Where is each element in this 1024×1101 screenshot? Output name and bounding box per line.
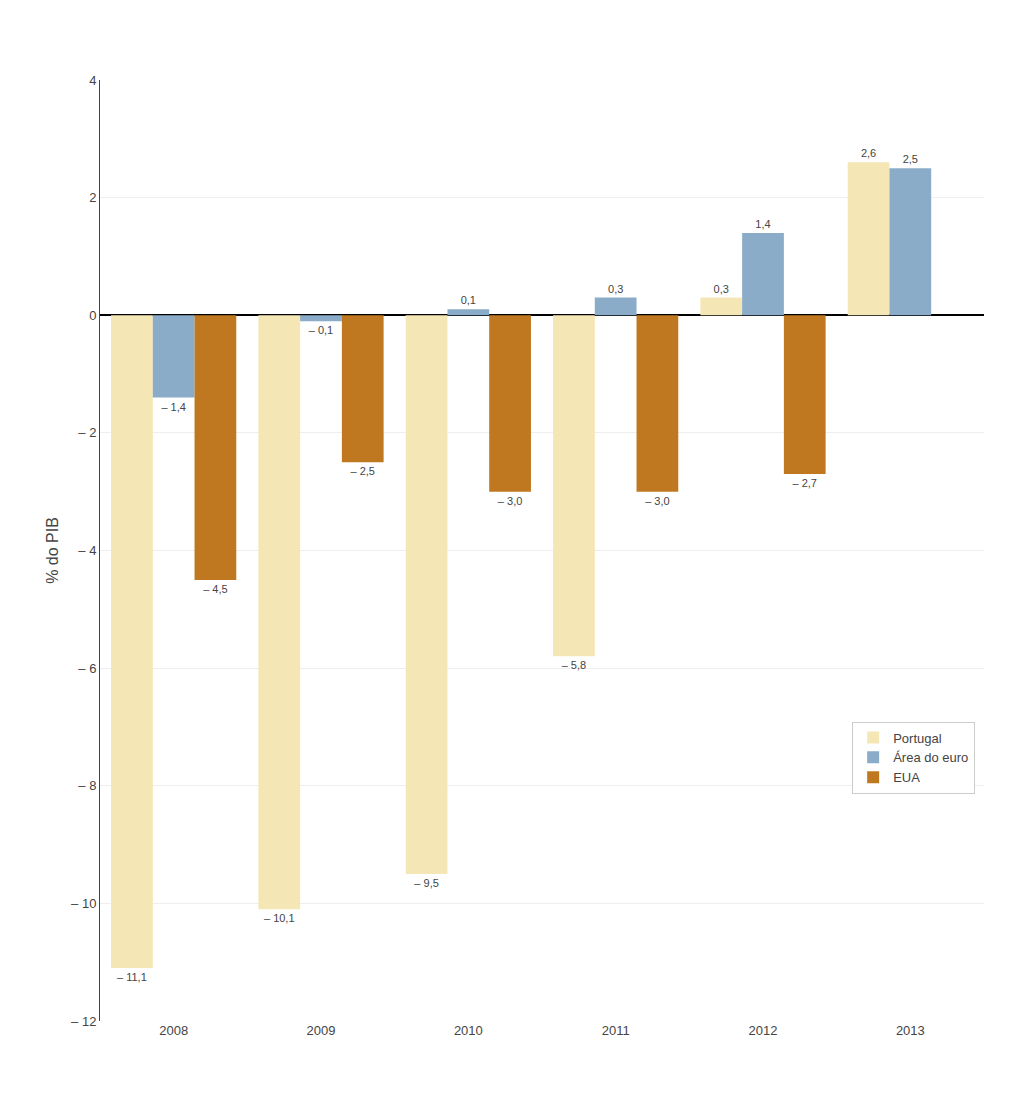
svg-text:– 3,0: – 3,0 xyxy=(498,495,522,507)
svg-text:– 4: – 4 xyxy=(78,543,96,558)
svg-text:– 12: – 12 xyxy=(71,1014,96,1029)
svg-text:1,4: 1,4 xyxy=(755,218,770,230)
svg-text:– 2,7: – 2,7 xyxy=(793,477,817,489)
svg-text:4: 4 xyxy=(89,73,96,88)
svg-text:– 2,5: – 2,5 xyxy=(351,465,375,477)
svg-text:Área do euro: Área do euro xyxy=(893,750,968,765)
svg-text:2011: 2011 xyxy=(602,1023,630,1038)
svg-text:– 9,5: – 9,5 xyxy=(414,877,438,889)
svg-text:– 11,1: – 11,1 xyxy=(117,971,147,983)
svg-text:2013: 2013 xyxy=(896,1023,925,1038)
svg-text:– 8: – 8 xyxy=(78,778,96,793)
svg-text:– 10: – 10 xyxy=(71,896,96,911)
svg-text:0: 0 xyxy=(89,308,96,323)
svg-text:– 3,0: – 3,0 xyxy=(645,495,669,507)
svg-text:– 4,5: – 4,5 xyxy=(203,583,227,595)
svg-text:2010: 2010 xyxy=(454,1023,483,1038)
svg-text:– 10,1: – 10,1 xyxy=(264,912,295,924)
svg-text:2: 2 xyxy=(89,190,96,205)
svg-text:0,3: 0,3 xyxy=(714,283,729,295)
svg-text:2,6: 2,6 xyxy=(861,147,876,159)
svg-text:– 2: – 2 xyxy=(78,425,96,440)
svg-text:2008: 2008 xyxy=(159,1023,188,1038)
svg-text:0,3: 0,3 xyxy=(608,283,623,295)
svg-text:0,1: 0,1 xyxy=(461,294,476,306)
svg-text:2,5: 2,5 xyxy=(903,153,918,165)
svg-text:– 5,8: – 5,8 xyxy=(562,659,586,671)
svg-text:– 6: – 6 xyxy=(78,661,96,676)
svg-text:Portugal: Portugal xyxy=(893,731,942,746)
svg-text:– 1,4: – 1,4 xyxy=(161,401,185,413)
svg-text:EUA: EUA xyxy=(893,770,920,785)
svg-text:2009: 2009 xyxy=(307,1023,336,1038)
svg-text:– 0,1: – 0,1 xyxy=(309,324,333,336)
svg-text:% do PIB: % do PIB xyxy=(44,517,61,584)
svg-text:2012: 2012 xyxy=(749,1023,778,1038)
